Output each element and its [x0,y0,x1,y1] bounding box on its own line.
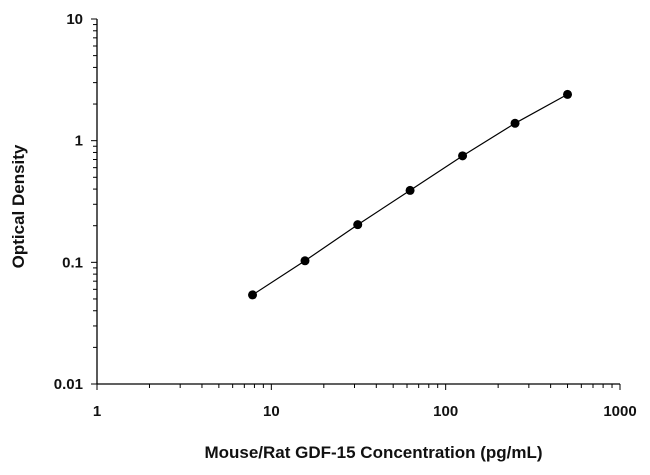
tick-labels: 1 10 100 1000 0.01 0.1 1 10 [54,11,637,420]
x-axis-title: Mouse/Rat GDF-15 Concentration (pg/mL) [204,443,542,462]
x-tick-label: 1000 [603,403,636,420]
x-tick-label: 10 [263,403,280,420]
x-tick-label: 1 [93,403,101,420]
data-point [563,89,573,99]
data-point [458,151,468,161]
data-point [300,256,310,266]
y-tick-label: 1 [75,133,83,150]
y-tick-label: 10 [66,11,83,28]
y-axis-title: Optical Density [9,144,28,268]
data-point [405,185,415,195]
data-point [248,290,258,300]
data-point [510,118,520,128]
x-tick-label: 100 [433,403,458,420]
tick-marks [91,18,621,390]
data-points [248,89,573,300]
y-tick-label: 0.01 [54,376,83,393]
y-tick-label: 0.1 [62,254,83,271]
data-point [353,220,363,230]
